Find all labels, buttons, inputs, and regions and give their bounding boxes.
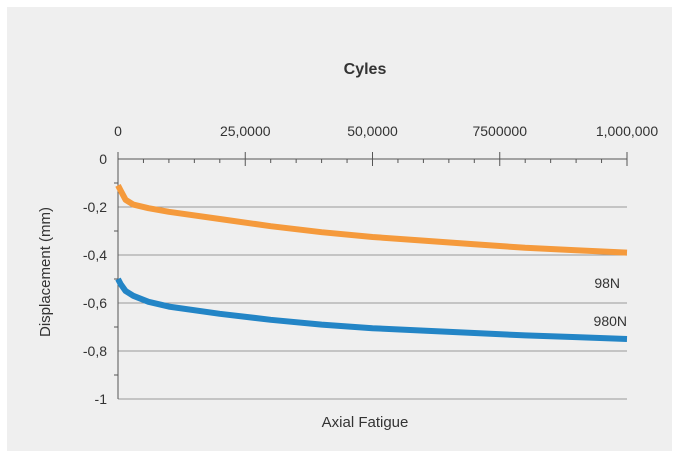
- series-labels: 98N 980N: [594, 275, 627, 329]
- x-tick-label: 7500000: [472, 123, 527, 139]
- series-label-98n: 98N: [594, 275, 620, 291]
- series-lines: [115, 184, 628, 342]
- y-tick-label: -0,8: [83, 343, 107, 359]
- x-tick-label: 25,0000: [220, 123, 271, 139]
- y-axis-title: Displacement (mm): [37, 207, 54, 337]
- y-tick-label: -0,6: [83, 295, 107, 311]
- series-line-980n: [115, 277, 628, 342]
- chart-panel: Cyles Axial Fatigue Displacement (mm) 0 -…: [7, 7, 672, 451]
- x-tick-label: 50,0000: [347, 123, 398, 139]
- x-tick-label: 1,000,000: [596, 123, 658, 139]
- x-axis-title: Axial Fatigue: [322, 414, 409, 431]
- series-label-980n: 980N: [594, 313, 627, 329]
- x-tick-label: 0: [114, 123, 122, 139]
- y-tick-label: -1: [95, 391, 108, 407]
- chart-title: Cyles: [344, 61, 387, 78]
- y-tick-label: -0,4: [83, 247, 107, 263]
- chart-svg: Cyles Axial Fatigue Displacement (mm) 0 -…: [37, 61, 658, 431]
- y-tick-label: 0: [99, 151, 107, 167]
- series-line-98n: [115, 184, 628, 256]
- gridlines: [118, 206, 627, 400]
- axes: 0 -0,2 -0,4 -0,6 -0,8 -1 0 25,0000 50,0000 750000…: [83, 123, 658, 407]
- y-tick-label: -0,2: [83, 199, 107, 215]
